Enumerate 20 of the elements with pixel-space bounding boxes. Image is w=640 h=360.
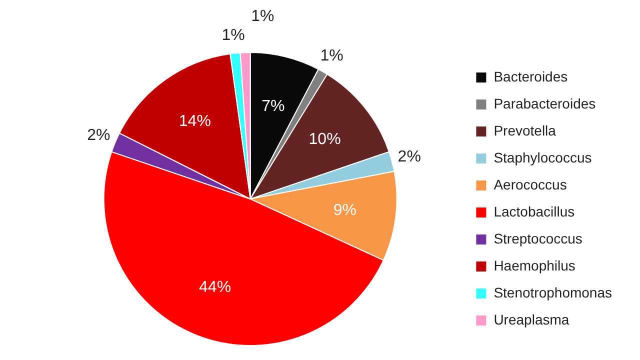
- legend-label: Streptococcus: [494, 230, 582, 246]
- legend-label: Bacteroides: [494, 68, 568, 84]
- data-label: 2%: [398, 148, 421, 166]
- legend-label: Prevotella: [494, 122, 556, 138]
- data-label: 1%: [320, 47, 344, 64]
- legend-label: Staphylococcus: [494, 149, 592, 166]
- legend-label: Stenotrophomonas: [494, 284, 612, 300]
- data-label: 2%: [87, 126, 110, 144]
- data-label: 44%: [199, 278, 232, 296]
- legend-label: Aerococcus: [494, 176, 567, 192]
- legend-label: Parabacteroides: [494, 95, 596, 112]
- legend-label: Lactobacillus: [494, 203, 575, 220]
- data-label: 1%: [251, 8, 274, 26]
- data-label: 14%: [178, 112, 211, 130]
- data-label: 10%: [308, 131, 341, 148]
- legend-label: Haemophilus: [494, 257, 576, 274]
- data-label: 1%: [222, 26, 245, 44]
- legend-label: Ureaplasma: [494, 311, 570, 328]
- data-label: 9%: [333, 202, 356, 219]
- data-label: 7%: [262, 98, 285, 115]
